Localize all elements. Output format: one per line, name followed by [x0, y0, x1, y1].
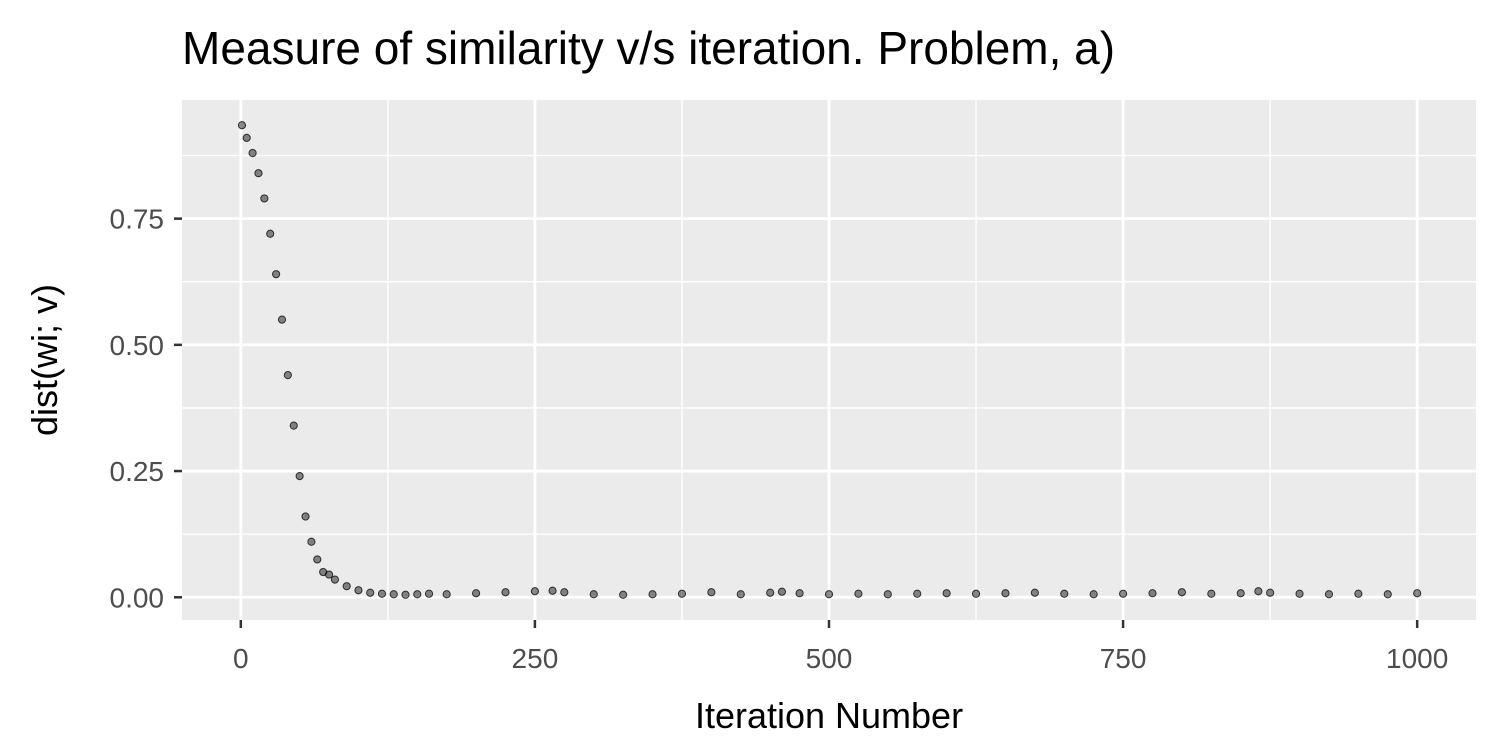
- data-point: [254, 169, 263, 178]
- data-point: [530, 587, 540, 596]
- data-point: [883, 590, 892, 599]
- grid-major: [182, 100, 1476, 620]
- data-point: [1254, 587, 1263, 596]
- data-point: [766, 588, 775, 597]
- data-point: [1236, 589, 1245, 598]
- data-point: [442, 590, 451, 599]
- data-point: [424, 589, 434, 598]
- data-point: [377, 589, 387, 598]
- data-point: [560, 588, 569, 597]
- data-point: [854, 589, 863, 598]
- chart-title: Measure of similarity v/s iteration. Pro…: [182, 22, 1115, 74]
- data-point: [413, 590, 422, 599]
- y-tick-label: 0.00: [110, 582, 165, 613]
- data-point: [913, 589, 922, 598]
- data-point: [1177, 588, 1187, 597]
- data-point: [307, 537, 316, 546]
- data-point: [501, 588, 510, 597]
- data-point: [277, 315, 287, 324]
- data-point: [354, 586, 363, 595]
- data-point: [677, 589, 687, 598]
- data-point: [324, 570, 334, 579]
- data-point: [1354, 589, 1363, 598]
- x-tick-label: 0: [233, 643, 249, 674]
- data-point: [342, 582, 351, 591]
- data-point: [471, 589, 481, 598]
- data-point: [777, 587, 787, 596]
- data-point: [401, 590, 410, 599]
- y-tick-label: 0.75: [110, 204, 165, 235]
- data-point: [330, 575, 340, 584]
- data-point: [237, 121, 247, 130]
- data-point: [1089, 590, 1098, 599]
- data-point: [795, 589, 804, 598]
- data-point: [366, 588, 375, 597]
- x-tick-label: 1000: [1386, 643, 1448, 674]
- x-tick-label: 750: [1100, 643, 1147, 674]
- y-tick-label: 0.25: [110, 456, 165, 487]
- data-point: [313, 555, 322, 564]
- data-point: [389, 590, 398, 599]
- y-tick-label: 0.50: [110, 330, 165, 361]
- x-tick-label: 250: [512, 643, 559, 674]
- x-tick-label: 500: [806, 643, 853, 674]
- data-point: [942, 589, 951, 598]
- data-point: [619, 590, 628, 599]
- data-point: [1295, 589, 1304, 598]
- data-point: [824, 590, 834, 599]
- data-point: [589, 590, 598, 599]
- data-point: [1207, 589, 1216, 598]
- data-point: [295, 472, 304, 481]
- data-point: [283, 371, 292, 380]
- data-point: [260, 194, 269, 203]
- data-point: [1060, 589, 1069, 598]
- data-point: [301, 512, 310, 521]
- data-point: [707, 588, 716, 597]
- data-point: [242, 133, 251, 142]
- data-point: [648, 590, 657, 599]
- data-point: [548, 586, 557, 595]
- y-axis: 0.00 0.25 0.50 0.75: [110, 204, 182, 613]
- data-point: [1413, 589, 1422, 598]
- data-point: [971, 589, 981, 598]
- data-point: [248, 148, 257, 158]
- data-point: [289, 421, 298, 430]
- data-point: [1266, 588, 1275, 597]
- data-points: [237, 121, 1422, 599]
- x-axis: 0 250 500 750 1000: [233, 620, 1448, 674]
- data-point: [736, 590, 745, 599]
- data-point: [1118, 589, 1128, 598]
- data-point: [1324, 590, 1334, 599]
- data-point: [1001, 589, 1010, 598]
- data-point: [272, 270, 281, 279]
- data-point: [266, 229, 275, 238]
- data-point: [1030, 588, 1039, 597]
- y-axis-title: dist(wi; v): [24, 284, 65, 436]
- data-point: [1148, 589, 1157, 598]
- x-axis-title: Iteration Number: [695, 695, 963, 736]
- data-point: [1383, 590, 1392, 599]
